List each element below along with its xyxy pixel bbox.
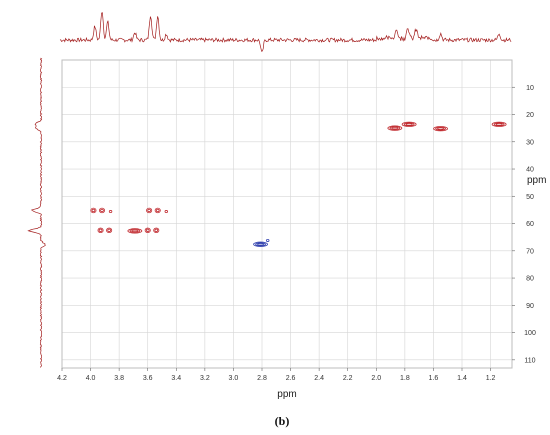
negative-cross-peak <box>266 238 270 242</box>
positive-cross-peak <box>144 227 151 234</box>
positive-cross-peak <box>401 121 417 127</box>
y-tick-label: 70 <box>526 248 534 255</box>
positive-cross-peak <box>127 228 143 234</box>
x-tick-label: 1.8 <box>400 375 410 382</box>
positive-cross-peak <box>90 207 97 214</box>
y-tick-label: 30 <box>526 139 534 146</box>
x-tick-label: 2.2 <box>343 375 353 382</box>
positive-cross-peak <box>146 207 153 214</box>
cross-peaks <box>90 121 507 247</box>
x-tick-label: 3.8 <box>114 375 124 382</box>
x-axis-title: ppm <box>277 389 296 400</box>
x-tick-label: 4.0 <box>86 375 96 382</box>
positive-cross-peak <box>433 126 448 132</box>
y-tick-label: 80 <box>526 276 534 283</box>
y-tick-label: 40 <box>526 167 534 174</box>
y-axis-ticks: 10 20 30 40 50 60 70 80 90 100 110 <box>512 85 536 364</box>
x-tick-label: 3.6 <box>143 375 153 382</box>
y-axis-title: ppm <box>527 175 546 186</box>
positive-cross-peak <box>108 210 113 214</box>
x-tick-label: 3.4 <box>171 375 181 382</box>
x-tick-label: 2.4 <box>314 375 324 382</box>
positive-cross-peak <box>97 227 104 234</box>
x-tick-label: 1.2 <box>486 375 496 382</box>
figure-caption: (b) <box>275 414 290 428</box>
y-tick-label: 60 <box>526 221 534 228</box>
x-tick-label: 2.6 <box>286 375 296 382</box>
y-tick-label: 10 <box>526 85 534 92</box>
positive-cross-peak <box>99 207 106 214</box>
f1-projection-trace <box>27 57 46 368</box>
positive-cross-peak <box>153 227 160 234</box>
y-tick-label: 90 <box>526 303 534 310</box>
positive-cross-peak <box>106 227 113 234</box>
x-tick-label: 1.4 <box>457 375 467 382</box>
positive-cross-peak <box>154 207 161 214</box>
f2-projection-trace <box>59 12 512 52</box>
x-tick-label: 1.6 <box>429 375 439 382</box>
x-tick-label: 3.0 <box>229 375 239 382</box>
x-tick-label: 2.8 <box>257 375 267 382</box>
x-tick-label: 4.2 <box>57 375 67 382</box>
y-tick-label: 100 <box>524 330 536 337</box>
x-tick-label: 2.0 <box>371 375 381 382</box>
grid-lines <box>61 60 512 368</box>
x-axis-ticks: 4.2 4.0 3.8 3.6 3.4 3.2 3.0 2.8 2.6 2.4 2.2 2.0 1.8 1… <box>57 368 496 382</box>
y-tick-label: 50 <box>526 194 534 201</box>
y-tick-label: 110 <box>524 357 535 364</box>
negative-cross-peak <box>253 241 268 247</box>
x-tick-label: 3.2 <box>200 375 210 382</box>
positive-cross-peak <box>164 210 168 214</box>
positive-cross-peak <box>387 125 403 131</box>
plot-frame <box>61 59 513 369</box>
y-tick-label: 20 <box>526 112 534 119</box>
positive-cross-peak <box>491 121 507 127</box>
